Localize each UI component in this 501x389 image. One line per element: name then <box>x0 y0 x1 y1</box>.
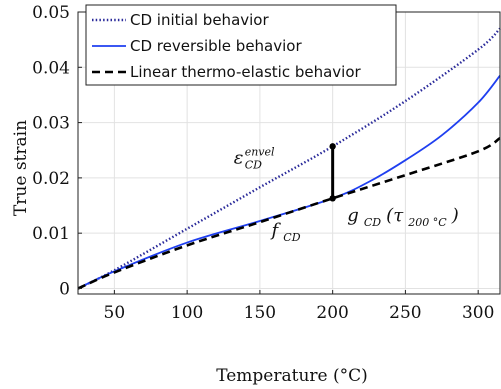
y-tick-label: 0.05 <box>32 3 70 23</box>
annotation-gcd-subscript: CD <box>364 216 381 229</box>
series-group <box>77 27 501 290</box>
annotation-gcd-tau: (τ <box>386 205 404 226</box>
x-axis-label: Temperature (°C) <box>216 366 368 386</box>
y-tick-label: 0.01 <box>32 224 70 244</box>
series-reversible-line <box>77 75 501 290</box>
annotation-envelope-symbol: ε <box>234 148 244 169</box>
legend-label-initial: CD initial behavior <box>130 11 269 29</box>
y-tick-label: 0 <box>59 279 70 299</box>
annotation-envelope: ε envel CD <box>234 141 280 172</box>
x-tick-label: 50 <box>104 303 126 323</box>
y-tick-label: 0.02 <box>32 169 70 189</box>
y-tick-label: 0.04 <box>32 58 70 78</box>
legend-label-linear: Linear thermo-elastic behavior <box>130 63 362 81</box>
legend: CD initial behavior CD reversible behavi… <box>85 4 397 86</box>
annotation-gcd: g CD (τ 200 °C ) <box>347 205 459 230</box>
annotation-envelope-subscript: CD <box>245 159 262 172</box>
annotation-fcd-subscript: CD <box>283 231 300 244</box>
annotation-gcd-tau-subscript: 200 °C <box>407 216 447 229</box>
annotation-envelope-superscript: envel <box>245 146 275 159</box>
annotation-gcd-close: ) <box>451 205 459 226</box>
legend-box <box>85 4 397 86</box>
annotation-fcd-symbol: f <box>270 220 282 241</box>
y-axis-label: True strain <box>11 120 31 216</box>
ticks-group: 50 100 150 200 250 300 0 0.01 0.02 0.03 0.04 0.05 <box>32 3 494 323</box>
x-tick-label: 150 <box>244 303 276 323</box>
x-tick-label: 300 <box>462 303 494 323</box>
y-tick-label: 0.03 <box>32 114 70 134</box>
x-tick-label: 200 <box>316 303 348 323</box>
x-tick-label: 100 <box>171 303 203 323</box>
gap-point-lower <box>329 195 336 202</box>
annotation-fcd: f CD <box>270 220 301 244</box>
gap-point-upper <box>329 143 336 150</box>
marks-group <box>329 143 336 202</box>
x-tick-label: 250 <box>389 303 421 323</box>
legend-label-reversible: CD reversible behavior <box>130 37 302 55</box>
annotation-gcd-symbol: g <box>347 205 359 226</box>
